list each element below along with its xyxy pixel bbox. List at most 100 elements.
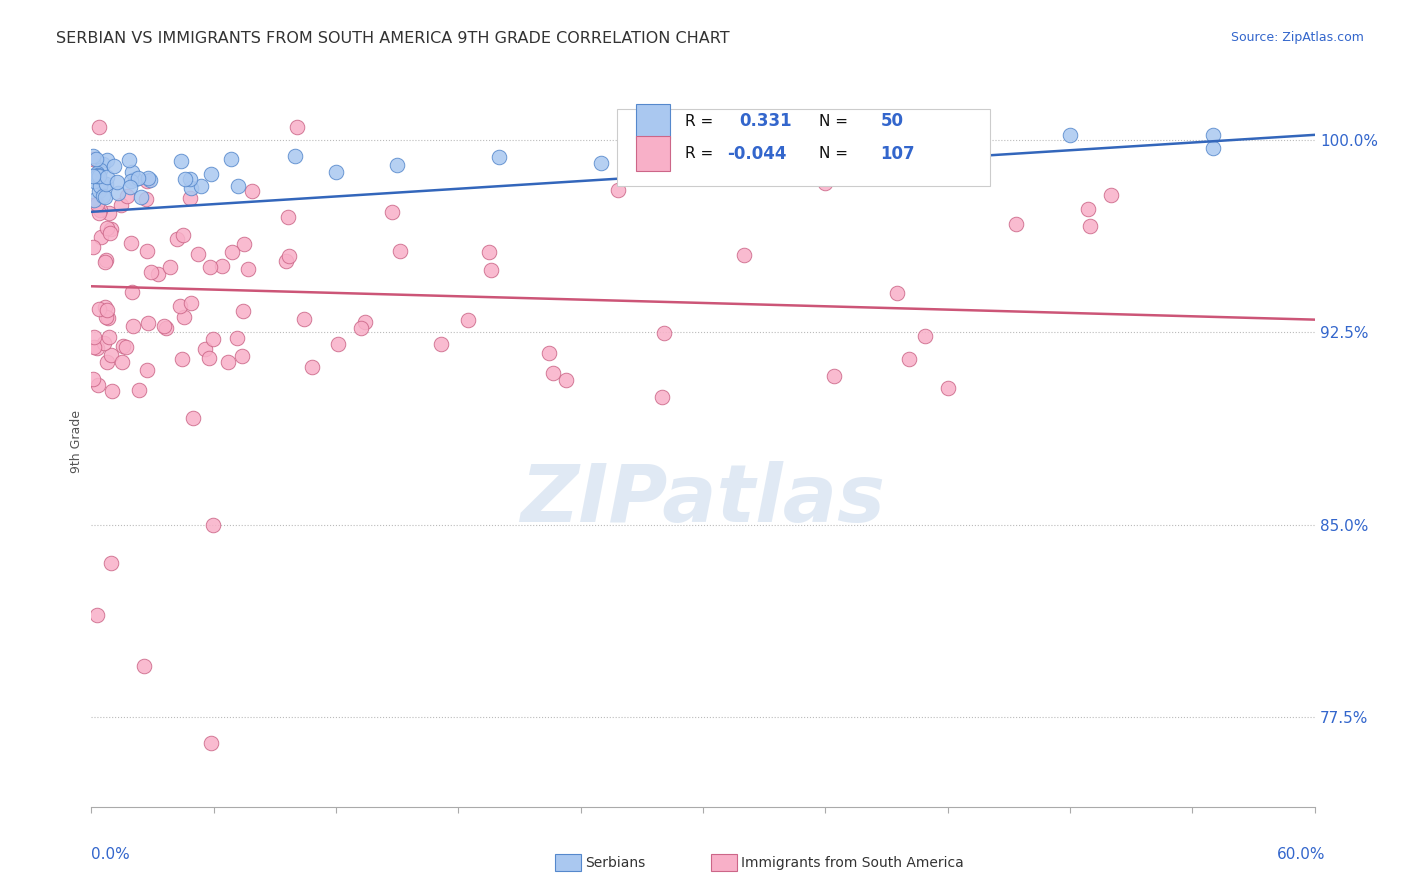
Point — [478, 244, 501, 259]
Point — [115, 189, 138, 203]
Point — [93, 254, 115, 268]
Point — [83, 174, 105, 188]
Point — [107, 186, 129, 200]
Point — [155, 321, 177, 335]
Point — [101, 384, 124, 398]
Text: SERBIAN VS IMMIGRANTS FROM SOUTH AMERICA 9TH GRADE CORRELATION CHART: SERBIAN VS IMMIGRANTS FROM SOUTH AMERICA… — [56, 31, 730, 46]
Point — [350, 321, 373, 335]
Point — [457, 313, 479, 327]
Point — [93, 190, 115, 204]
Point — [97, 310, 120, 325]
Point — [100, 557, 122, 571]
Point — [96, 310, 118, 324]
Point — [179, 171, 201, 186]
Point — [98, 206, 121, 220]
Point — [135, 192, 157, 206]
Point — [135, 363, 157, 377]
Point — [385, 158, 409, 172]
Point — [179, 180, 201, 194]
Point — [354, 315, 377, 329]
Point — [488, 150, 510, 164]
Point — [231, 349, 253, 363]
Point — [82, 149, 104, 163]
Point — [118, 179, 141, 194]
Point — [274, 253, 297, 268]
Point — [200, 736, 222, 750]
Point — [896, 136, 918, 150]
Point — [202, 518, 225, 533]
Point — [82, 240, 104, 254]
Point — [82, 372, 104, 386]
Point — [96, 302, 118, 317]
Point — [733, 248, 755, 262]
Text: 107: 107 — [880, 145, 915, 163]
Point — [83, 330, 105, 344]
Y-axis label: 9th Grade: 9th Grade — [70, 410, 83, 473]
Text: Immigrants from South America: Immigrants from South America — [741, 855, 963, 870]
Point — [190, 178, 212, 193]
Point — [181, 411, 204, 425]
Point — [86, 196, 108, 211]
Point — [479, 263, 502, 277]
Point — [91, 189, 114, 203]
Point — [389, 244, 412, 259]
Point — [94, 252, 117, 267]
Point — [139, 173, 162, 187]
Point — [100, 348, 122, 362]
Text: 0.331: 0.331 — [740, 112, 793, 130]
Point — [86, 169, 108, 183]
Point — [301, 359, 323, 374]
Point — [886, 285, 908, 300]
Point — [128, 383, 150, 397]
Point — [93, 178, 115, 193]
Point — [381, 205, 404, 219]
Point — [82, 169, 104, 184]
Point — [89, 206, 111, 220]
Point — [198, 351, 221, 365]
Point — [277, 210, 299, 224]
Point — [111, 339, 134, 353]
Point — [292, 312, 315, 326]
Point — [98, 227, 121, 241]
Point — [94, 300, 117, 314]
Point — [82, 152, 104, 166]
Point — [115, 340, 138, 354]
Point — [733, 167, 755, 181]
Point — [90, 229, 112, 244]
Point — [221, 245, 243, 260]
Point — [87, 120, 110, 135]
Text: 60.0%: 60.0% — [1278, 847, 1326, 862]
Text: N =: N = — [820, 114, 848, 128]
Point — [326, 336, 349, 351]
Point — [202, 332, 225, 346]
Point — [87, 168, 110, 182]
Point — [118, 153, 141, 168]
Point — [86, 166, 108, 180]
Point — [131, 190, 153, 204]
Point — [232, 236, 254, 251]
Point — [897, 351, 920, 366]
Point — [98, 330, 121, 344]
Point — [217, 355, 239, 369]
Point — [194, 342, 217, 356]
Point — [124, 171, 146, 186]
Point — [814, 177, 837, 191]
Point — [105, 175, 128, 189]
Point — [96, 153, 118, 168]
Point — [236, 262, 259, 277]
Point — [287, 120, 309, 135]
Point — [1099, 188, 1122, 202]
Point — [541, 366, 564, 380]
Point — [100, 222, 122, 236]
Text: N =: N = — [820, 146, 848, 161]
Point — [83, 340, 105, 354]
Point — [232, 304, 254, 318]
Point — [1202, 141, 1225, 155]
Point — [173, 310, 195, 324]
Point — [591, 155, 613, 169]
Point — [132, 659, 155, 673]
Text: R =: R = — [685, 146, 713, 161]
Point — [86, 341, 108, 355]
Point — [111, 355, 134, 369]
Point — [198, 260, 221, 274]
